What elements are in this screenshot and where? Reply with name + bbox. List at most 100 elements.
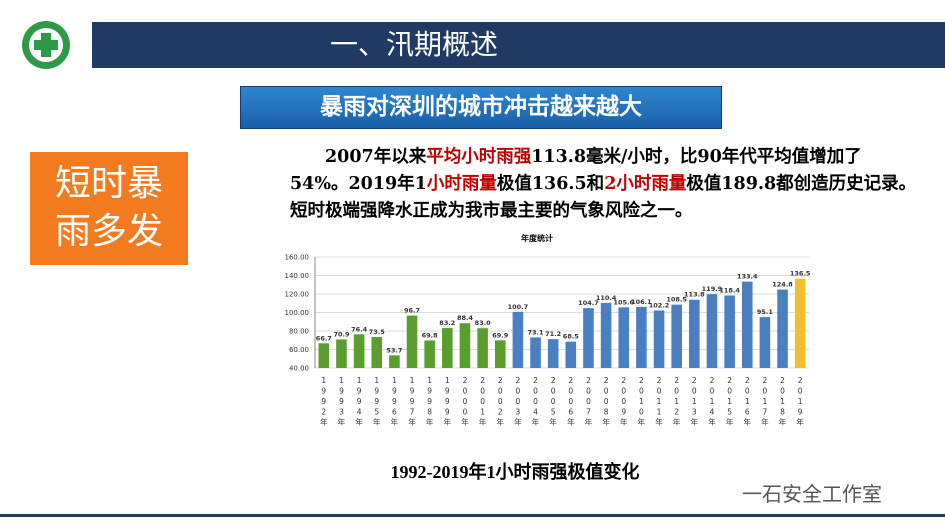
- highlight-text: 2小时雨量: [604, 174, 687, 194]
- data-label: 133.4: [737, 273, 758, 281]
- data-label: 110.4: [596, 294, 617, 302]
- logo-icon: [22, 21, 70, 69]
- bar: [600, 302, 612, 368]
- data-label: 102.2: [649, 301, 670, 309]
- x-tick-label: 1994年: [354, 376, 363, 427]
- data-label: 69.8: [422, 331, 439, 339]
- y-tick-label: 80.00: [289, 328, 309, 336]
- x-tick-label: 2017年: [760, 376, 769, 427]
- bar: [477, 328, 488, 368]
- slide-title: 一、汛期概述: [330, 28, 499, 61]
- text: 极值136.5和: [496, 174, 605, 194]
- x-tick-label: 2000年: [460, 376, 469, 427]
- badge-line: 短时暴: [54, 163, 163, 204]
- x-tick-label: 2015年: [725, 376, 734, 427]
- data-label: 113.8: [684, 291, 705, 299]
- highlight-text: 小时雨量: [426, 174, 497, 194]
- x-tick-label: 2002年: [496, 376, 505, 427]
- data-label: 66.7: [316, 334, 332, 342]
- data-label: 106.1: [631, 298, 652, 306]
- bar: [547, 339, 559, 368]
- x-tick-label: 1995年: [372, 376, 381, 427]
- x-tick-label: 2010年: [637, 376, 646, 427]
- data-label: 136.5: [790, 270, 811, 278]
- x-tick-label: 2004年: [531, 376, 540, 427]
- bar: [530, 337, 541, 368]
- data-label: 70.9: [333, 330, 350, 338]
- chart: 年度统计 40.00 60.00 80.00 100.00 120.00 140.00 16…: [285, 233, 811, 427]
- y-tick-label: 40.00: [289, 365, 309, 373]
- y-tick-label: 160.00: [285, 254, 310, 262]
- bar: [318, 343, 330, 368]
- x-tick-label: 1999年: [443, 376, 452, 427]
- badge-line: 雨多发: [54, 211, 163, 252]
- data-label: 76.4: [351, 325, 368, 333]
- data-label: 83.0: [475, 319, 492, 327]
- x-tick-label: 2005年: [548, 376, 557, 427]
- x-tick-label: 2016年: [743, 376, 752, 427]
- x-tick-label: 2009年: [619, 376, 628, 427]
- data-label: 68.5: [563, 333, 580, 341]
- bar: [724, 295, 735, 368]
- data-label: 105.6: [613, 298, 634, 306]
- x-tick-label: 2007年: [584, 376, 593, 427]
- bar: [353, 334, 365, 368]
- y-tick-label: 100.00: [285, 309, 310, 317]
- y-tick-label: 60.00: [289, 346, 309, 354]
- bottom-bar: [0, 514, 945, 517]
- bar: [565, 341, 577, 368]
- x-tick-label: 1997年: [407, 376, 416, 427]
- bar: [389, 355, 400, 368]
- caption: 1992-2019年1小时雨强极值变化: [390, 462, 640, 482]
- bar: [336, 339, 347, 368]
- data-label: 69.9: [492, 331, 509, 339]
- data-label: 118.4: [719, 286, 740, 294]
- y-tick-label: 140.00: [285, 272, 310, 280]
- bar: [706, 294, 718, 368]
- x-tick-label: 2019年: [795, 376, 804, 427]
- logo: [0, 14, 92, 76]
- data-label: 104.7: [578, 299, 599, 307]
- x-tick-label: 2012年: [672, 376, 681, 427]
- bar: [759, 317, 771, 368]
- x-tick-label: 2006年: [566, 376, 575, 427]
- data-label: 73.5: [369, 328, 386, 336]
- x-tick-label: 1998年: [425, 376, 434, 427]
- bar: [442, 328, 453, 368]
- data-label: 124.8: [772, 281, 793, 289]
- bar: [406, 315, 418, 368]
- data-label: 95.1: [757, 308, 774, 316]
- bar: [494, 340, 506, 368]
- badge: 短时暴 雨多发: [30, 152, 188, 265]
- bar: [583, 308, 594, 368]
- paragraph: 2007年以来平均小时雨强113.8毫米/小时，比90年代平均值增加了54%。2…: [290, 144, 920, 225]
- bar: [741, 281, 753, 368]
- data-label: 83.2: [439, 319, 455, 327]
- watermark: 一石安全工作室: [742, 482, 882, 506]
- x-tick-label: 2003年: [513, 376, 522, 427]
- x-tick-label: 2018年: [778, 376, 787, 427]
- bar: [689, 299, 700, 368]
- data-label: 100.7: [508, 303, 529, 311]
- bar: [653, 310, 665, 368]
- bar: [459, 323, 471, 368]
- text: 2007年以来: [325, 147, 427, 167]
- y-tick-label: 120.00: [285, 291, 310, 299]
- top-bar: [0, 22, 945, 68]
- highlight-text: 平均小时雨强: [426, 147, 532, 167]
- bar: [512, 311, 524, 368]
- bar: [371, 337, 383, 368]
- data-label: 108.5: [666, 296, 687, 304]
- bar: [777, 289, 788, 368]
- x-tick-label: 1992年: [319, 376, 328, 427]
- x-tick-label: 2008年: [601, 376, 610, 427]
- x-tick-label: 1993年: [337, 376, 346, 427]
- chart-title: 年度统计: [521, 233, 553, 243]
- bar: [671, 304, 682, 368]
- x-tick-label: 2013年: [690, 376, 699, 427]
- x-tick-label: 2014年: [707, 376, 716, 427]
- data-label: 71.2: [545, 330, 561, 338]
- banner: 暴雨对深圳的城市冲击越来越大: [240, 86, 722, 129]
- bar: [618, 307, 630, 368]
